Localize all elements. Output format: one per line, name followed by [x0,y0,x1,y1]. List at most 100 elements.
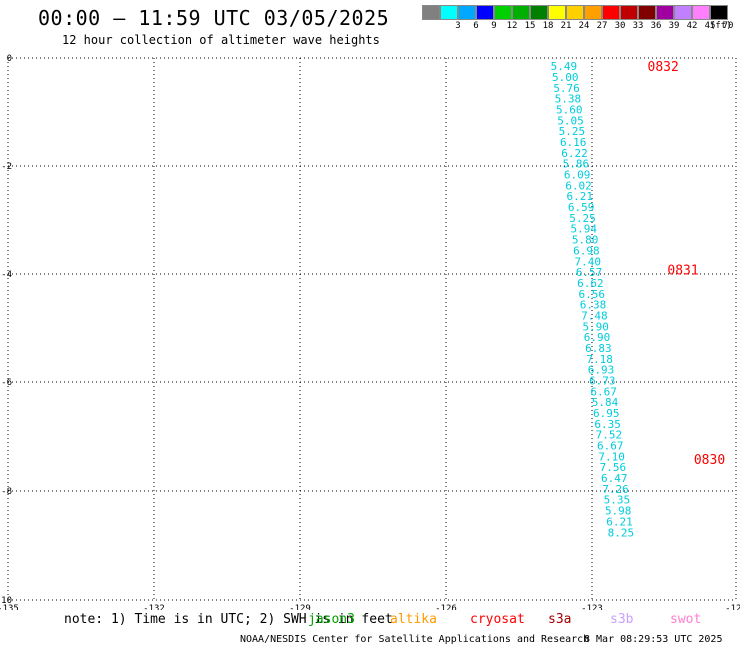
satellite-legend-cryosat: cryosat [470,612,525,627]
data-point-label: 6.83 [585,342,612,355]
data-point-label: 7.10 [598,450,625,463]
data-point-label: 6.90 [584,331,611,344]
pass-time-label: 0830 [694,453,725,468]
data-point-label: 5.05 [557,114,584,127]
data-point-label: 6.67 [590,385,617,398]
colorbar-tick-label: 12 [506,21,518,31]
x-tick-label: -135 [0,604,19,610]
data-point-label: 6.98 [573,244,600,257]
data-point-label: 5.76 [553,82,580,95]
colorbar-swatch [584,5,602,20]
colorbar-tick-label: 45 [704,21,716,31]
data-point-label: 6.02 [565,179,592,192]
data-point-label: 7.52 [596,429,623,442]
colorbar-swatch [440,5,458,20]
data-point-label: 5.80 [572,234,599,247]
data-point-label: 6.62 [577,277,604,290]
x-tick-label: -123 [581,604,603,610]
data-point-label: 6.09 [564,169,591,182]
y-tick-label: -6 [1,378,12,388]
colorbar-swatch [530,5,548,20]
y-tick-label: -4 [1,270,12,280]
data-point-label: 7.26 [602,483,629,496]
colorbar-swatch [656,5,674,20]
data-point-label: 6.73 [589,374,616,387]
colorbar-swatch [422,5,440,20]
colorbar-swatch [710,5,728,20]
pass-time-label: 0831 [667,263,698,278]
colorbar-tick-label: 42 [686,21,698,31]
colorbar-tick-label: 18 [542,21,554,31]
data-point-label: 5.90 [582,320,609,333]
colorbar-unit: (ft) [710,21,732,31]
data-point-label: 8.25 [608,526,635,539]
data-point-label: 7.56 [600,461,627,474]
colorbar-tick-label: 70 [722,21,734,31]
credit-text: NOAA/NESDIS Center for Satellite Applica… [240,634,590,645]
satellite-legend-s3b: s3b [610,612,634,627]
data-point-label: 6.22 [561,147,588,160]
data-point-label: 7.48 [581,309,608,322]
data-point-label: 5.49 [551,60,578,73]
data-point-label: 5.84 [592,396,619,409]
colorbar-swatch [674,5,692,20]
x-tick-label: -124 [725,604,740,610]
data-point-label: 6.47 [601,472,628,485]
satellite-legend-swot: swot [670,612,702,627]
colorbar-swatch [638,5,656,20]
colorbar-swatch [512,5,530,20]
satellite-legend-jason3: jason3 [308,612,355,627]
x-tick-label: -129 [289,604,311,610]
data-point-label: 5.38 [555,93,582,106]
colorbar-tick-label: 30 [614,21,626,31]
x-tick-label: -132 [143,604,165,610]
y-tick-label: -8 [1,487,12,497]
data-point-label: 5.94 [571,223,598,236]
y-tick-label: 0 [7,54,12,64]
satellite-legend-altika: altika [390,612,437,627]
data-point-label: 6.38 [580,299,607,312]
data-point-label: 5.25 [569,212,596,225]
colorbar-tick-label: 36 [650,21,662,31]
data-point-label: 7.18 [586,353,613,366]
pass-time-label: 0832 [648,60,679,75]
wave-height-chart: -135 -132 -129 -126 -123 -124 0 -2 -4 -6 -8 -10 5.49… [0,54,740,610]
data-point-label: 6.35 [594,418,621,431]
colorbar-tick-label: 24 [578,21,590,31]
data-point-label: 6.59 [568,201,595,214]
colorbar-tick-label: 6 [473,21,479,31]
colorbar-tick-label: 21 [560,21,572,31]
colorbar-swatch [602,5,620,20]
x-tick-label: -126 [435,604,457,610]
data-point-label: 6.95 [593,407,620,420]
data-point-label: 6.57 [576,266,603,279]
colorbar-tick-label: 9 [491,21,497,31]
data-point-label: 6.67 [597,440,624,453]
colorbar-tick-label: 39 [668,21,680,31]
data-point-label: 5.35 [604,494,631,507]
chart-subtitle: 12 hour collection of altimeter wave hei… [62,33,380,47]
chart-title: 00:00 – 11:59 UTC 03/05/2025 [38,6,390,30]
data-point-label: 5.98 [605,505,632,518]
colorbar-legend [422,5,728,21]
y-tick-label: -2 [1,162,12,172]
data-point-label: 6.93 [588,364,615,377]
colorbar-swatch [620,5,638,20]
colorbar-tick-label: 33 [632,21,644,31]
colorbar-swatch [548,5,566,20]
colorbar-tick-label: 27 [596,21,608,31]
data-point-label: 7.40 [575,255,602,268]
data-point-label: 6.16 [560,136,587,149]
data-point-label: 6.21 [606,515,633,528]
generation-timestamp: 8 Mar 08:29:53 UTC 2025 [584,634,723,645]
colorbar-swatch [692,5,710,20]
data-point-label: 5.25 [559,125,586,138]
colorbar-tick-label: 3 [455,21,461,31]
data-point-label: 6.56 [578,288,605,301]
data-point-label: 5.00 [552,71,579,84]
colorbar-swatch [494,5,512,20]
colorbar-swatch [458,5,476,20]
colorbar-tick-label: 15 [524,21,536,31]
y-tick-label: -10 [0,596,12,606]
satellite-legend-s3a: s3a [548,612,572,627]
